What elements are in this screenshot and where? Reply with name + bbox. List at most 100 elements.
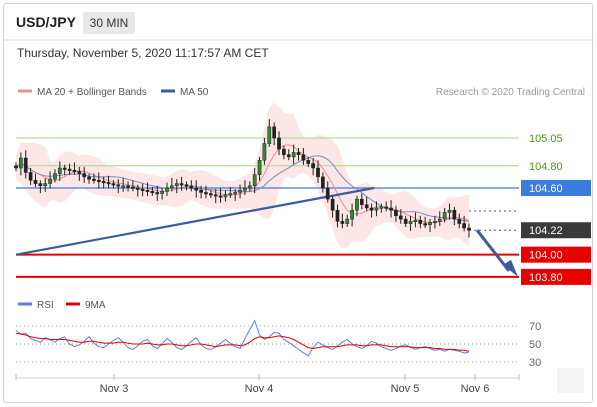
candle-down	[28, 172, 33, 181]
candle-down	[282, 148, 286, 155]
candle-up	[174, 183, 179, 187]
candle-down	[72, 169, 77, 172]
candle-down	[462, 223, 466, 229]
candle-up	[355, 198, 359, 211]
candle-down	[199, 189, 203, 193]
moving-averages	[15, 144, 470, 224]
timeframe-label: 30 MIN	[90, 16, 129, 30]
candle-down	[204, 192, 208, 195]
candle-down	[38, 183, 43, 187]
candle-down	[452, 209, 457, 220]
candle-down	[189, 185, 194, 189]
timestamp: Thursday, November 5, 2020 11:17:57 AM C…	[17, 46, 269, 60]
level-label-104-00: 104.00	[529, 250, 563, 262]
candle-up	[437, 218, 442, 222]
candle-up	[447, 209, 452, 213]
level-label-103-80: 103.80	[529, 272, 563, 284]
candle-down	[325, 187, 330, 200]
candle-down	[286, 154, 291, 158]
candle-up	[53, 173, 57, 180]
candle-down	[311, 163, 315, 169]
x-tick-label-nov-3: Nov 3	[100, 383, 129, 395]
ma50-line	[15, 155, 470, 222]
candle-up	[170, 185, 174, 189]
level-label-105-05: 105.05	[529, 133, 563, 145]
rsi-tick-label-30: 30	[529, 357, 541, 369]
forecast-arrow-head	[503, 259, 518, 277]
candle-down	[359, 198, 364, 205]
candle-up	[267, 126, 272, 144]
candle-down	[335, 209, 340, 222]
candle-up	[345, 218, 350, 224]
candle-down	[213, 194, 218, 197]
candle-down	[87, 176, 91, 180]
candle-up	[233, 192, 238, 195]
level-badge-104-22	[521, 222, 591, 239]
candle-up	[223, 194, 228, 198]
candle-down	[33, 179, 38, 184]
ma20-line	[15, 144, 470, 224]
candle-up	[121, 185, 126, 188]
legend-label-9ma: 9MA	[85, 300, 106, 311]
candle-up	[374, 207, 379, 211]
x-axis: Nov 3 Nov 4 Nov 5 Nov 6	[15, 374, 520, 395]
symbol-label: USD/JPY	[16, 14, 77, 30]
candle-down	[111, 183, 116, 186]
candle-up	[442, 212, 447, 220]
candle-down	[106, 182, 111, 185]
candle-down	[316, 167, 320, 178]
candle-down	[150, 191, 155, 194]
candle-down	[208, 193, 213, 196]
legend-label-ma20: MA 20 + Bollinger Bands	[37, 87, 147, 98]
candle-down	[92, 178, 96, 181]
candle-up	[57, 167, 62, 174]
candle-up	[228, 193, 233, 196]
candle-down	[272, 126, 277, 139]
candle-up	[408, 221, 413, 224]
candle-down	[296, 152, 301, 155]
candle-down	[135, 187, 140, 190]
candle-down	[23, 157, 28, 173]
candle-up	[428, 222, 432, 225]
credit-text: Research © 2020 Trading Central	[436, 87, 585, 98]
bollinger-bands	[16, 102, 469, 249]
x-tick-label-nov-5: Nov 5	[391, 383, 420, 395]
watermark-logo	[557, 368, 584, 393]
level-label-104-22: 104.22	[529, 225, 563, 237]
candle-up	[379, 206, 384, 209]
x-tick-label-nov-6: Nov 6	[461, 383, 490, 395]
candle-up	[238, 189, 242, 193]
level-label-104-80: 104.80	[529, 161, 563, 173]
rsi-grid: 70 50 30	[16, 321, 541, 369]
candle-up	[291, 152, 296, 158]
candle-down	[364, 204, 369, 209]
candle-up	[243, 187, 247, 191]
rsi-lines	[15, 319, 470, 357]
candle-down	[467, 227, 471, 231]
candle-down	[96, 179, 101, 182]
candle-up	[350, 209, 354, 220]
candle-down	[321, 176, 325, 189]
candle-up	[247, 185, 252, 189]
legend-label-ma50: MA 50	[180, 87, 209, 98]
candle-down	[184, 184, 189, 187]
candle-down	[277, 137, 281, 150]
candle-down	[330, 198, 335, 211]
candle-down	[301, 154, 306, 161]
candle-up	[43, 183, 48, 187]
legend-label-rsi: RSI	[37, 300, 54, 311]
candle-up	[252, 174, 257, 187]
candle-down	[82, 173, 87, 178]
candle-down	[194, 187, 199, 191]
candle-up	[262, 143, 267, 161]
forecast-arrow	[475, 229, 518, 277]
timeframe-badge	[83, 12, 135, 34]
candle-down	[67, 168, 72, 171]
candle-up	[413, 219, 418, 222]
candle-down	[457, 218, 462, 224]
level-badge-103-80	[521, 268, 591, 285]
level-label-104-60: 104.60	[529, 183, 563, 195]
forecast-arrow-shaft	[475, 229, 511, 272]
candle-down	[145, 189, 150, 192]
candle-down	[340, 221, 345, 224]
